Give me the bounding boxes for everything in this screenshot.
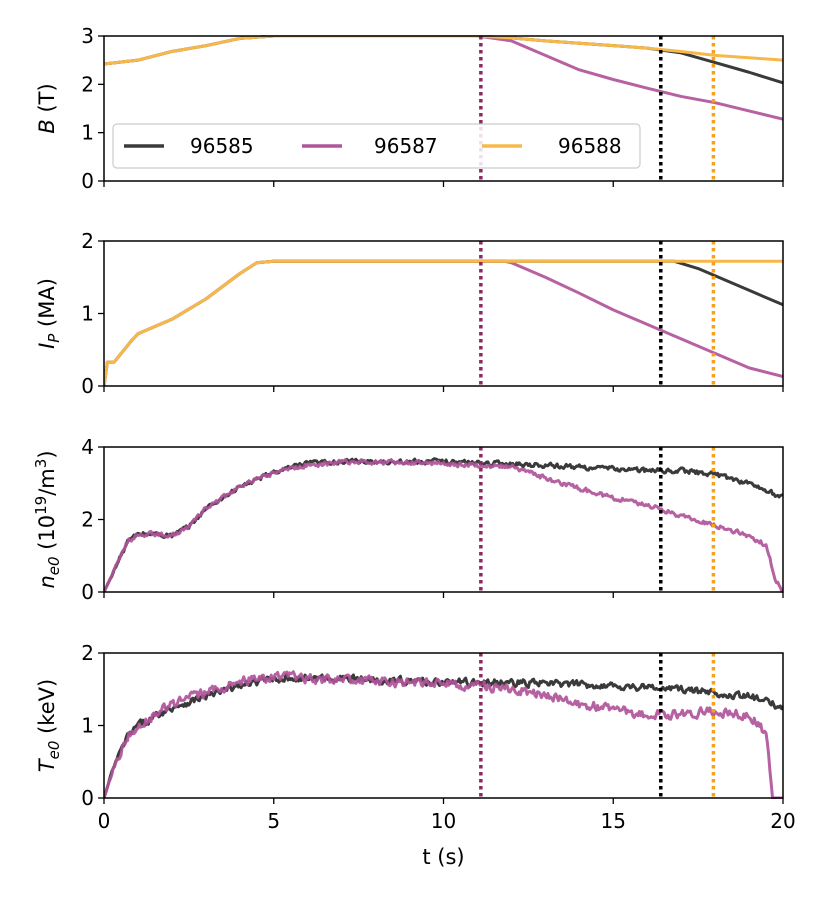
y-tick-label: 4 bbox=[81, 435, 94, 459]
y-tick-label: 3 bbox=[81, 24, 94, 48]
y-label-subscript: e0 bbox=[45, 556, 63, 575]
y-tick-label: 2 bbox=[81, 229, 94, 253]
plot-area bbox=[104, 447, 783, 593]
x-tick-label: 0 bbox=[98, 809, 111, 833]
panel-ne0: 0 2 4 ne0 (1019/m3) bbox=[32, 435, 784, 604]
y-label-unit: /m bbox=[35, 468, 59, 496]
y-tick-label: 2 bbox=[81, 641, 94, 665]
x-tick-label: 20 bbox=[770, 809, 795, 833]
y-label-subscript: P bbox=[45, 333, 63, 343]
panel-B: 0 1 2 3 B (T) 96585 96587 96588 bbox=[35, 24, 784, 193]
y-label-symbol: I bbox=[35, 343, 59, 349]
y-label-unit: (keV) bbox=[35, 679, 59, 741]
plot-area bbox=[104, 653, 783, 799]
y-axis-label: IP (MA) bbox=[35, 278, 63, 349]
y-tick-label: 0 bbox=[81, 786, 94, 810]
y-label-symbol: T bbox=[35, 757, 59, 772]
series-line-96585 bbox=[104, 457, 783, 593]
series-line-96587 bbox=[104, 670, 783, 799]
series-line-96587 bbox=[104, 35, 783, 121]
panel-IP: 0 1 2 IP (MA) bbox=[35, 229, 784, 398]
y-label-symbol: B bbox=[35, 119, 59, 133]
series-line-96585 bbox=[104, 35, 783, 85]
y-axis-label: Te0 (keV) bbox=[35, 679, 63, 772]
y-tick-label: 1 bbox=[81, 302, 94, 326]
plot-area bbox=[104, 35, 783, 181]
y-tick-label: 0 bbox=[81, 580, 94, 604]
y-label-unit: (MA) bbox=[35, 278, 59, 334]
legend-label: 96588 bbox=[558, 134, 622, 158]
y-label-unit: (10 bbox=[35, 515, 59, 557]
legend: 96585 96587 96588 bbox=[112, 123, 641, 169]
y-tick-label: 0 bbox=[81, 374, 94, 398]
series-line-96588 bbox=[104, 35, 783, 66]
y-axis-label: B (T) bbox=[35, 83, 59, 133]
y-tick-label: 2 bbox=[81, 508, 94, 532]
x-tick-label: 10 bbox=[431, 809, 456, 833]
x-tick-label: 5 bbox=[267, 809, 280, 833]
y-label-symbol: n bbox=[35, 575, 59, 588]
x-tick-label: 15 bbox=[601, 809, 626, 833]
x-axis-label: t (s) bbox=[422, 845, 464, 869]
y-tick-label: 2 bbox=[81, 72, 94, 96]
y-tick-label: 1 bbox=[81, 714, 94, 738]
series-line-96587 bbox=[104, 259, 783, 387]
series-line-96587 bbox=[104, 458, 783, 593]
y-label-superscript: 3 bbox=[32, 459, 50, 469]
y-label-unit: ) bbox=[35, 450, 59, 458]
axes-frame bbox=[103, 652, 784, 799]
y-tick-label: 0 bbox=[81, 169, 94, 193]
series-line-96588 bbox=[104, 259, 783, 387]
series-line-96585 bbox=[104, 259, 783, 387]
y-label-unit: (T) bbox=[35, 83, 59, 119]
y-tick-label: 1 bbox=[81, 121, 94, 145]
plot-area bbox=[104, 241, 783, 387]
legend-label: 96587 bbox=[374, 134, 438, 158]
legend-box bbox=[112, 123, 641, 169]
y-axis-label: ne0 (1019/m3) bbox=[32, 450, 63, 588]
legend-label: 96585 bbox=[190, 134, 254, 158]
y-label-superscript: 19 bbox=[32, 496, 50, 515]
y-label-subscript: e0 bbox=[45, 741, 63, 760]
